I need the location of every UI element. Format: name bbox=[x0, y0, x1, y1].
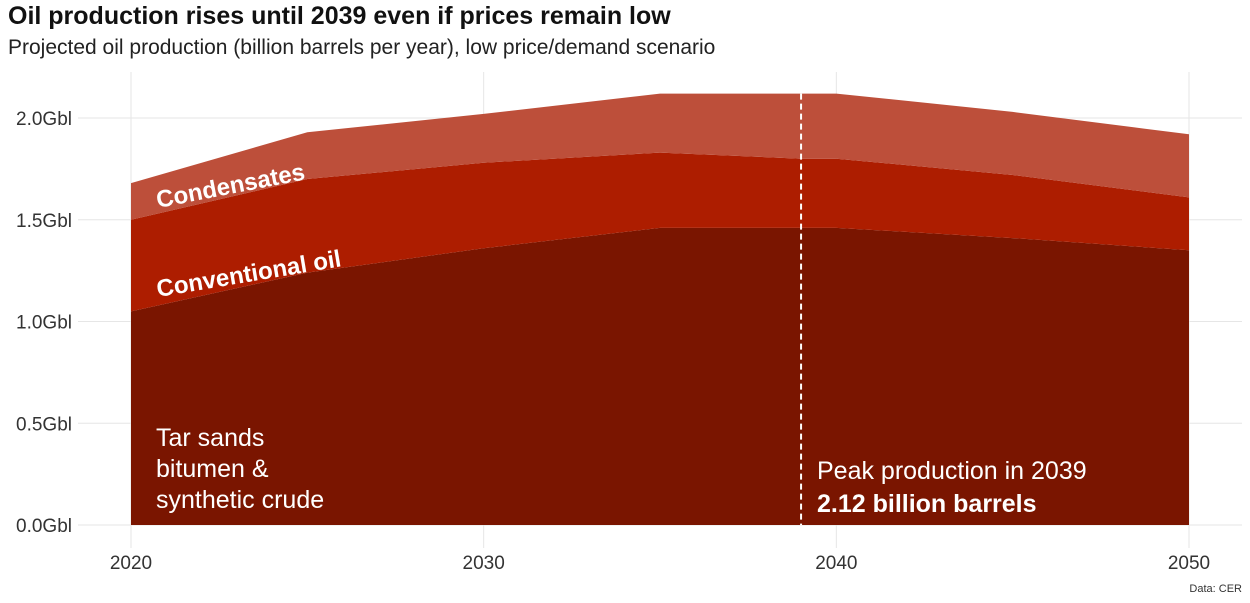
area-series bbox=[131, 93, 1189, 525]
x-tick-label: 2030 bbox=[463, 553, 505, 574]
x-tick-label: 2020 bbox=[110, 553, 152, 574]
y-tick-label: 0.0Gbl bbox=[16, 516, 72, 537]
y-axis-ticks: 0.0Gbl 0.5Gbl 1.0Gbl 1.5Gbl 2.0Gbl bbox=[16, 109, 72, 537]
series-label-tar-sands: bitumen & bbox=[156, 455, 269, 483]
annotation-line-1: Peak production in 2039 bbox=[817, 457, 1087, 485]
area-series-0 bbox=[131, 227, 1189, 525]
data-source: Data: CER bbox=[1189, 583, 1242, 595]
y-tick-label: 2.0Gbl bbox=[16, 109, 72, 130]
series-label-tar-sands: synthetic crude bbox=[156, 486, 324, 514]
peak-annotation: Peak production in 2039 2.12 billion barr… bbox=[800, 93, 1087, 525]
x-tick-label: 2040 bbox=[815, 553, 857, 574]
chart-title: Oil production rises until 2039 even if … bbox=[8, 2, 671, 30]
x-axis-ticks: 2020 2030 2040 2050 bbox=[110, 553, 1210, 574]
y-tick-label: 1.0Gbl bbox=[16, 313, 72, 334]
area-series-2 bbox=[131, 93, 1189, 220]
x-tick-label: 2050 bbox=[1168, 553, 1210, 574]
series-label-tar-sands: Tar sands bbox=[156, 424, 264, 452]
area-series-1 bbox=[131, 152, 1189, 312]
annotation-line-2: 2.12 billion barrels bbox=[817, 490, 1037, 518]
chart-subtitle: Projected oil production (billion barrel… bbox=[8, 36, 716, 59]
y-tick-label: 1.5Gbl bbox=[16, 211, 72, 232]
y-tick-label: 0.5Gbl bbox=[16, 414, 72, 435]
